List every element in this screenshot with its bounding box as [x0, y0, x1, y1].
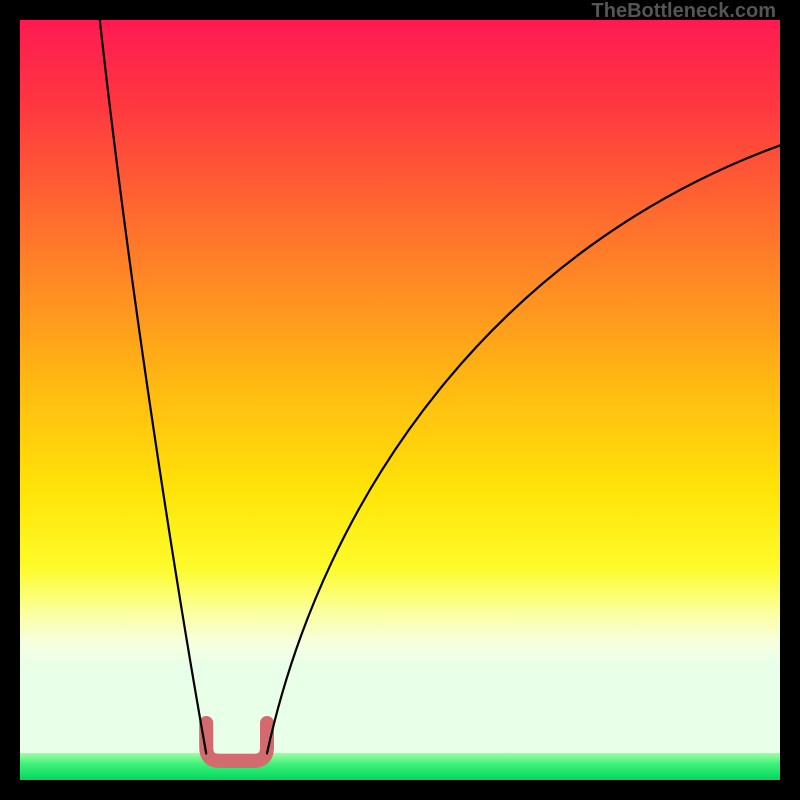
curve-right-branch — [267, 145, 780, 753]
curve-left-branch — [100, 20, 206, 753]
bottleneck-notch — [206, 723, 267, 761]
curve-layer — [20, 20, 780, 780]
watermark-text: TheBottleneck.com — [592, 0, 776, 23]
chart-frame: TheBottleneck.com — [0, 0, 800, 800]
plot-area — [20, 20, 780, 780]
